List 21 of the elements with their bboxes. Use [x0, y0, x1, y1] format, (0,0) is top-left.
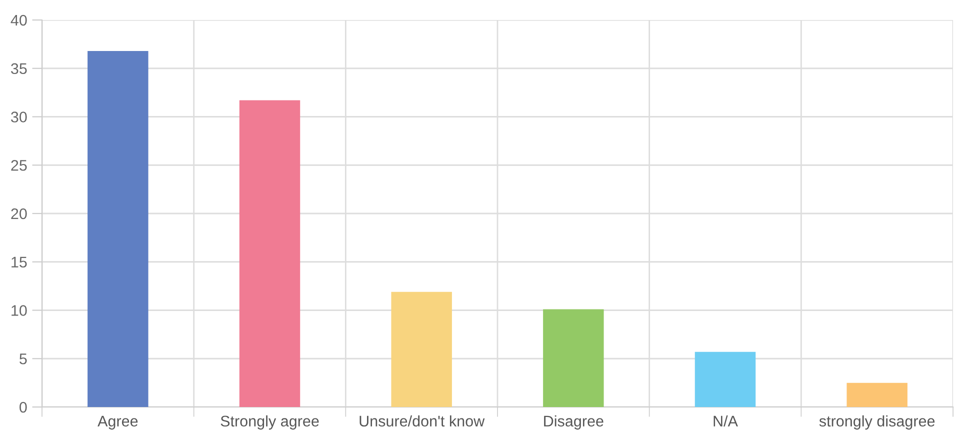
bar — [543, 309, 604, 407]
x-tick-label: N/A — [714, 415, 738, 427]
bar — [846, 382, 908, 407]
y-tick-label: 25 — [11, 160, 27, 171]
y-tick-label: 10 — [12, 305, 27, 316]
x-tick-label: Unsure/don't know — [360, 415, 485, 427]
y-tick-label: 30 — [11, 112, 27, 122]
bar — [239, 100, 300, 407]
x-tick-label: Strongly agree — [220, 415, 319, 430]
x-tick-label: Disagree — [544, 415, 604, 430]
x-tick-label: strongly disagree — [819, 415, 935, 430]
y-tick-label: 20 — [11, 208, 27, 220]
bar — [391, 292, 452, 407]
y-tick-label: 5 — [20, 354, 27, 364]
y-tick-label: 0 — [20, 402, 27, 413]
bar — [694, 352, 756, 407]
bar — [88, 50, 148, 407]
y-tick-label: 15 — [12, 256, 27, 268]
y-tick-label: 35 — [11, 63, 27, 74]
x-tick-label: Agree — [98, 416, 138, 430]
y-tick-label: 40 — [10, 14, 27, 26]
